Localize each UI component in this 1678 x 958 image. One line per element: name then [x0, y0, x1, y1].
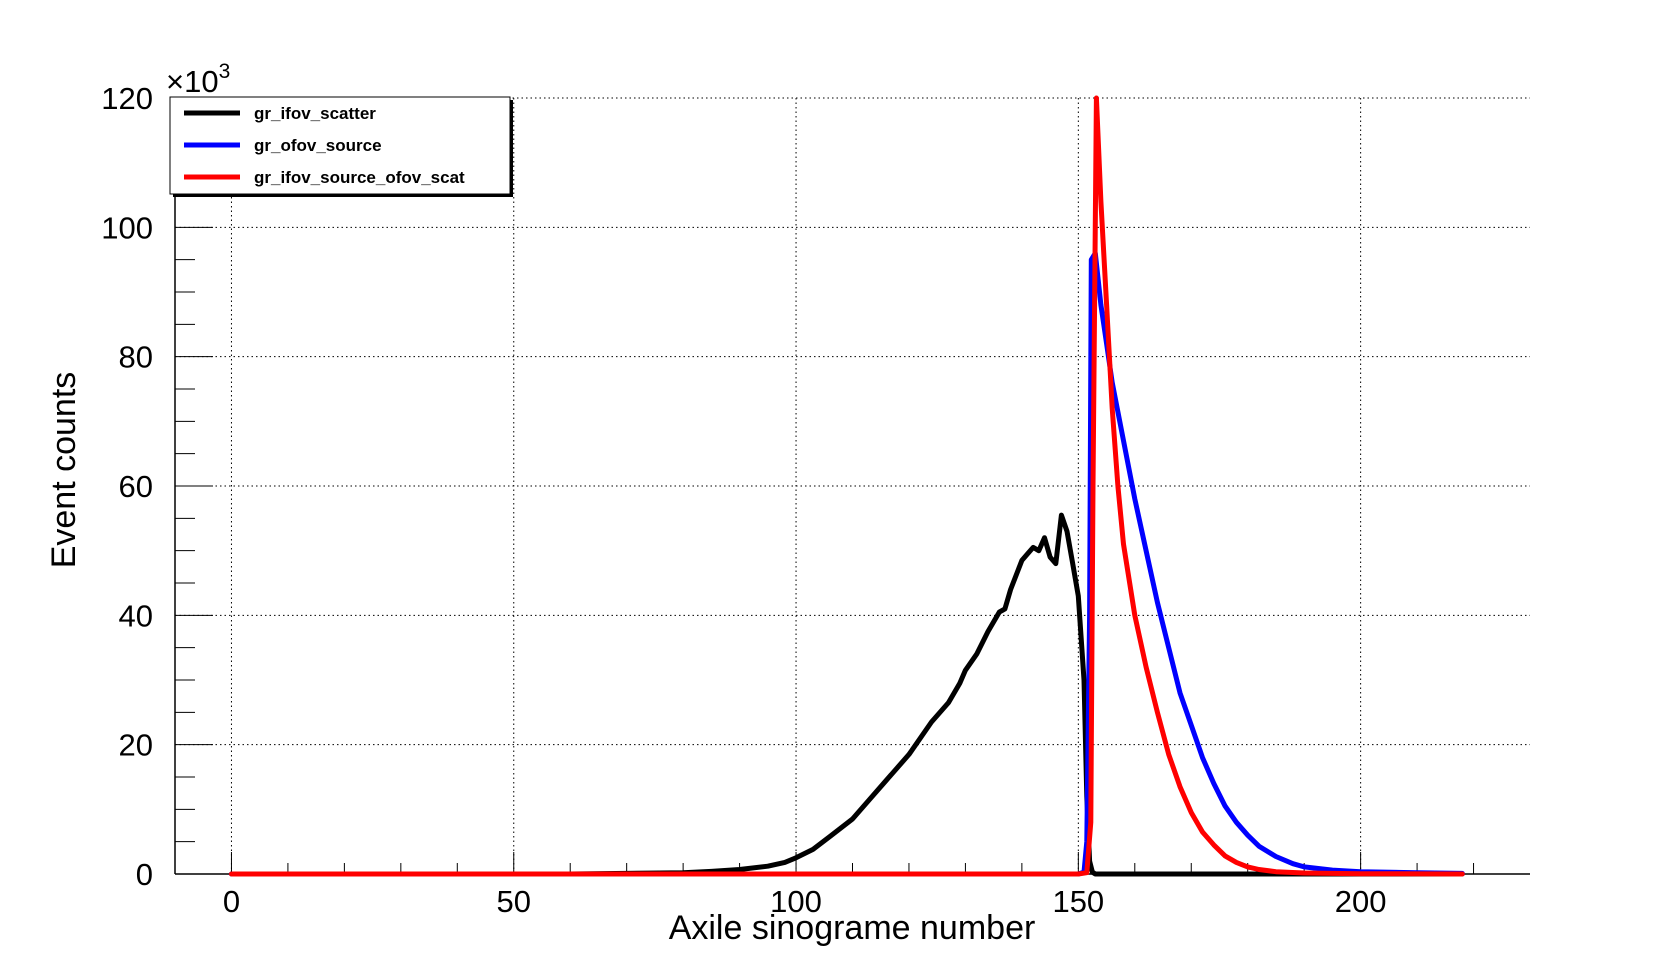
y-tick-label: 120 — [101, 81, 153, 116]
y-tick-label: 100 — [101, 210, 153, 245]
series-lines — [229, 95, 1465, 877]
legend: gr_ifov_scatter gr_ofov_source gr_ifov_sou… — [169, 96, 513, 197]
x-tick-label: 100 — [770, 884, 822, 919]
y-tick-label: 0 — [136, 857, 153, 892]
x-tick-label: 150 — [1052, 884, 1104, 919]
legend-entry: gr_ifov_source_ofov_scat — [254, 168, 465, 187]
legend-entry: gr_ofov_source — [254, 136, 382, 155]
series-line-gr_ifov_source_ofov_scat — [229, 95, 1465, 877]
y-exponent-label: ×103 — [166, 60, 230, 99]
series-line-gr_ofov_source — [229, 250, 1465, 877]
y-tick-label: 40 — [119, 598, 153, 633]
y-tick-label: 80 — [119, 340, 153, 375]
y-tick-label: 20 — [119, 728, 153, 763]
legend-entry: gr_ifov_scatter — [254, 104, 376, 123]
x-axis-title: Axile sinograme number — [669, 909, 1036, 947]
y-exponent-power: 3 — [219, 60, 231, 83]
x-tick-label: 50 — [497, 884, 531, 919]
y-exponent-base: ×10 — [166, 64, 219, 99]
y-axis-title: Event counts — [45, 372, 83, 569]
y-tick-label: 60 — [119, 469, 153, 504]
series-line-gr_ifov_scatter — [229, 512, 1465, 877]
x-tick-label: 200 — [1335, 884, 1387, 919]
x-tick-label: 0 — [223, 884, 240, 919]
